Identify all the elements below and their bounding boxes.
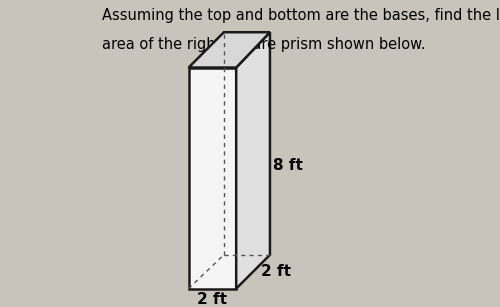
Text: 2 ft: 2 ft xyxy=(260,264,290,279)
Polygon shape xyxy=(236,32,270,289)
Text: area of the right square prism shown below.: area of the right square prism shown bel… xyxy=(102,37,426,52)
Text: 8 ft: 8 ft xyxy=(273,158,303,173)
Polygon shape xyxy=(188,68,236,289)
Text: Assuming the top and bottom are the bases, find the lateral surface: Assuming the top and bottom are the base… xyxy=(102,8,500,23)
Text: 2 ft: 2 ft xyxy=(196,292,226,307)
Polygon shape xyxy=(188,32,270,68)
